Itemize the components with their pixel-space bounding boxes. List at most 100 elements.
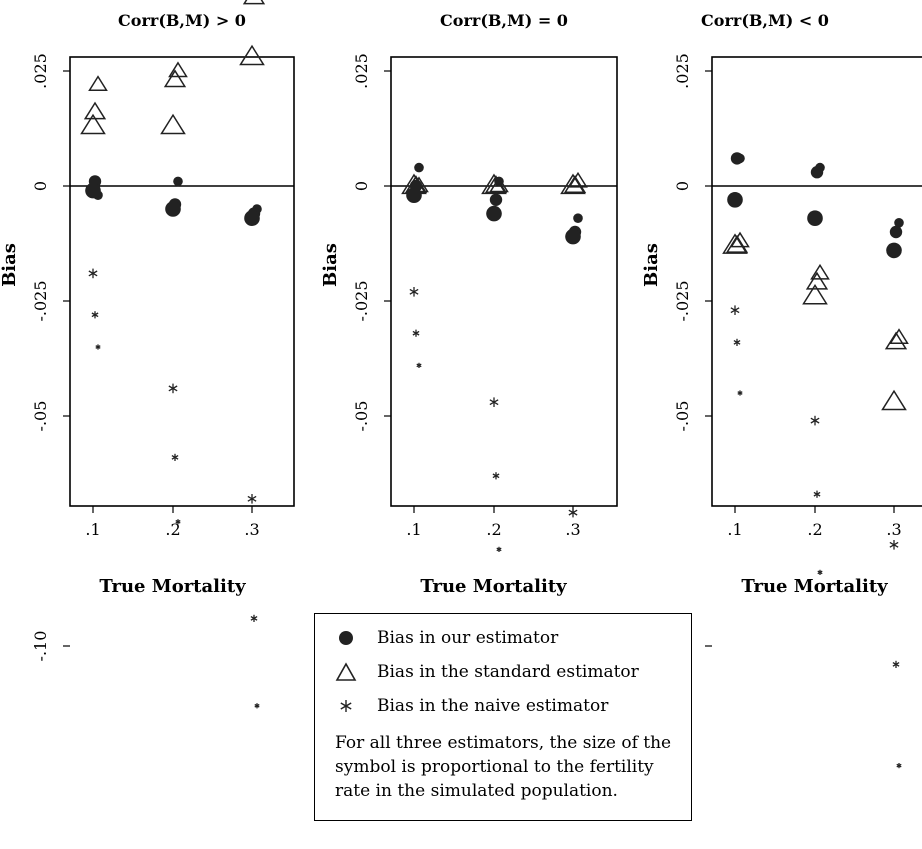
naive-point — [416, 362, 422, 368]
standard-point — [80, 113, 106, 135]
x-tick-label: .2 — [486, 520, 501, 539]
ours-point — [173, 176, 183, 187]
legend-item-naive: Bias in the naive estimator — [335, 692, 608, 720]
x-tick-label: .3 — [565, 520, 580, 539]
panel-title: Corr(B,M) > 0 — [118, 11, 246, 30]
y-axis-label: Bias — [0, 243, 20, 287]
ours-point — [85, 182, 101, 199]
panel-title: Corr(B,M) < 0 — [701, 11, 829, 30]
ours-point — [414, 162, 424, 173]
naive-point — [254, 703, 260, 709]
standard-point — [568, 171, 588, 188]
standard-point — [884, 331, 908, 350]
standard-point — [563, 175, 587, 194]
y-tick-label: .025 — [31, 53, 50, 89]
y-tick-label: .025 — [673, 53, 692, 89]
y-tick-label: -.10 — [31, 631, 50, 662]
ours-point — [894, 218, 904, 228]
standard-point — [484, 175, 508, 194]
legend-label-naive: Bias in the naive estimator — [377, 696, 609, 716]
naive-point — [88, 268, 98, 279]
standard-point — [481, 173, 507, 195]
naive-point — [247, 494, 257, 504]
standard-point — [88, 75, 108, 91]
x-tick-label: .3 — [244, 520, 259, 539]
naive-point — [896, 763, 902, 769]
naive-point — [175, 519, 181, 525]
panel-1: Corr(B,M) > 0.05.0250-.025-.05-.10Bias.1… — [0, 0, 295, 709]
legend-item-ours: Bias in our estimator — [335, 624, 558, 652]
naive-point — [171, 453, 179, 461]
plot-frame — [69, 56, 295, 507]
ours-point — [573, 213, 583, 223]
legend-box: Bias in our estimator Bias in the standa… — [314, 613, 692, 821]
panel-2: Corr(B,M) = 0.05.0250-.025-.05-.10Bias.1… — [320, 11, 618, 732]
naive-point — [568, 507, 578, 518]
y-tick-label: .025 — [352, 53, 371, 89]
standard-point — [730, 231, 750, 248]
standard-point — [242, 0, 266, 5]
standard-point — [160, 113, 186, 135]
naive-point — [892, 660, 900, 668]
x-tick-label: .3 — [886, 520, 901, 539]
standard-point — [404, 175, 428, 194]
x-tick-label: .1 — [85, 520, 100, 539]
naive-point — [412, 329, 420, 337]
y-tick-label: -.025 — [673, 280, 692, 321]
y-tick-label: -.05 — [31, 401, 50, 432]
asterisk-icon — [335, 696, 361, 716]
x-axis-label: True Mortality — [99, 576, 246, 597]
y-tick-label: -.05 — [673, 401, 692, 432]
legend-note: For all three estimators, the size of th… — [335, 733, 672, 801]
legend-item-standard: Bias in the standard estimator — [335, 658, 639, 686]
ours-point — [886, 242, 902, 259]
y-tick-label: 0 — [352, 181, 371, 191]
ours-point — [807, 210, 823, 226]
y-tick-label: -.05 — [352, 401, 371, 432]
naive-point — [168, 383, 178, 394]
y-tick-label: -.025 — [352, 280, 371, 321]
standard-point — [722, 233, 748, 254]
standard-point — [560, 173, 586, 195]
naive-point — [733, 338, 741, 346]
standard-point — [401, 173, 427, 195]
legend-label-standard: Bias in the standard estimator — [377, 662, 639, 682]
standard-point — [725, 234, 749, 253]
plot-frame — [390, 56, 618, 507]
ours-point — [244, 210, 260, 226]
panel-title: Corr(B,M) = 0 — [440, 11, 568, 30]
x-tick-label: .1 — [406, 520, 421, 539]
y-axis-label: Bias — [320, 243, 341, 287]
ours-point — [489, 193, 503, 206]
naive-point — [730, 305, 740, 315]
y-tick-label: -.025 — [31, 280, 50, 321]
naive-point — [813, 490, 821, 498]
naive-point — [95, 344, 101, 350]
standard-point — [881, 389, 907, 411]
standard-point — [802, 283, 828, 305]
naive-point — [492, 472, 500, 480]
x-tick-label: .2 — [165, 520, 180, 539]
filled-circle-icon — [335, 628, 361, 648]
ours-point — [165, 201, 181, 217]
y-axis-label: Bias — [641, 243, 662, 287]
x-tick-label: .2 — [807, 520, 822, 539]
hollow-triangle-icon — [335, 662, 361, 682]
naive-point — [889, 540, 899, 550]
naive-point — [817, 569, 823, 575]
naive-point — [250, 614, 258, 622]
standard-point — [889, 328, 909, 344]
naive-point — [489, 397, 499, 407]
standard-point — [805, 271, 829, 290]
standard-point — [83, 101, 107, 120]
x-tick-label: .1 — [727, 520, 742, 539]
ours-point — [730, 152, 744, 165]
naive-point — [409, 287, 419, 297]
ours-point — [810, 166, 824, 179]
x-axis-label: True Mortality — [741, 576, 888, 597]
naive-point — [496, 546, 502, 552]
naive-point — [737, 390, 743, 396]
ours-point — [889, 225, 903, 239]
standard-point — [489, 176, 509, 193]
